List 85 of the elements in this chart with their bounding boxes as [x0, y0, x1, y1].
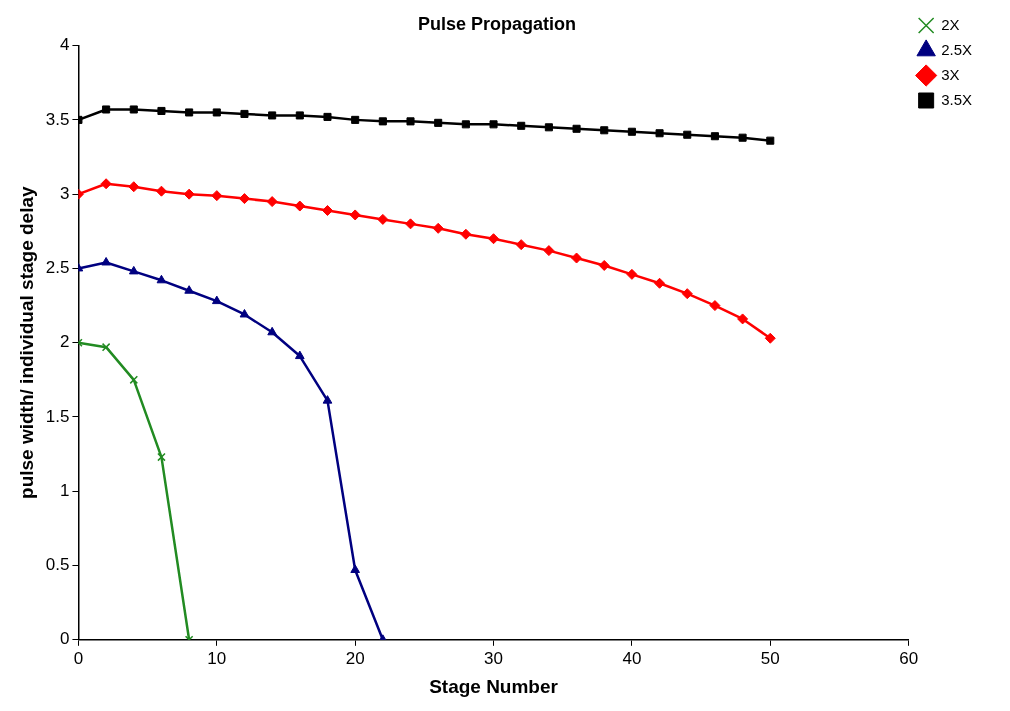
chart-title: Pulse Propagation: [417, 13, 577, 34]
point: [709, 300, 721, 312]
x-tick-label: 40: [622, 648, 642, 668]
y-tick-label: 4: [59, 35, 70, 55]
point: [655, 129, 664, 138]
point: [737, 313, 749, 325]
y-tick-label: 1: [59, 480, 70, 500]
point: [156, 274, 167, 284]
legend-label: 3X: [941, 65, 960, 83]
y-axis-title: pulse width/ individual stage delay: [15, 186, 37, 499]
legend-label: 3.5X: [941, 90, 972, 108]
point: [405, 218, 417, 230]
point: [351, 115, 360, 124]
point: [598, 259, 610, 271]
point: [100, 178, 112, 190]
point: [211, 190, 223, 202]
point: [681, 288, 693, 300]
point: [266, 196, 278, 208]
point: [683, 130, 692, 139]
point: [654, 277, 666, 289]
y-tick-label: 0.5: [45, 555, 70, 575]
point: [432, 222, 444, 234]
point: [377, 213, 389, 225]
point: [378, 117, 387, 126]
point: [572, 124, 581, 133]
y-tick-label: 2: [59, 332, 70, 352]
point: [157, 106, 166, 115]
point: [267, 326, 277, 336]
point: [766, 136, 775, 145]
y-tick-label: 3: [59, 183, 70, 203]
x-tick-label: 20: [345, 648, 365, 668]
point: [571, 252, 583, 264]
point: [515, 239, 527, 251]
point: [323, 112, 332, 121]
point: [489, 120, 498, 129]
point: [488, 233, 500, 245]
point: [240, 109, 249, 118]
point: [764, 332, 776, 344]
point: [626, 268, 638, 280]
point: [461, 120, 470, 129]
x-tick-label: 50: [760, 648, 780, 668]
point: [294, 200, 306, 212]
y-tick-label: 0: [59, 629, 70, 649]
x-tick-label: 10: [207, 648, 227, 668]
point: [460, 228, 472, 240]
point: [322, 395, 333, 404]
x-tick-label: 60: [899, 648, 919, 668]
point: [517, 121, 526, 130]
y-tick-label: 3.5: [45, 109, 70, 129]
point: [101, 256, 111, 266]
point: [128, 181, 140, 193]
point: [710, 132, 719, 141]
point: [128, 265, 139, 275]
point: [350, 564, 360, 573]
point: [349, 209, 361, 221]
point: [185, 108, 194, 117]
point: [295, 111, 304, 120]
point: [129, 105, 138, 114]
point: [627, 127, 636, 136]
point: [212, 108, 221, 117]
y-tick-label: 2.5: [45, 258, 70, 278]
point: [129, 375, 139, 385]
point: [738, 133, 747, 142]
x-axis-title: Stage Number: [429, 675, 559, 697]
x-tick-label: 0: [73, 648, 84, 668]
y-tick-label: 1.5: [45, 406, 70, 426]
point: [102, 105, 111, 114]
point: [322, 204, 333, 216]
point: [239, 308, 250, 318]
point: [294, 350, 305, 360]
point: [406, 117, 415, 126]
point: [101, 342, 111, 352]
x-tick-label: 30: [484, 648, 503, 668]
point: [184, 285, 194, 294]
point: [434, 118, 443, 127]
point: [211, 295, 222, 305]
point: [157, 452, 166, 462]
point: [268, 111, 277, 120]
point: [155, 185, 167, 197]
point: [600, 126, 609, 135]
point: [544, 123, 553, 132]
legend-label: 2.5X: [941, 40, 972, 58]
point: [543, 245, 555, 257]
point: [238, 193, 250, 205]
legend-label: 2X: [941, 15, 960, 33]
